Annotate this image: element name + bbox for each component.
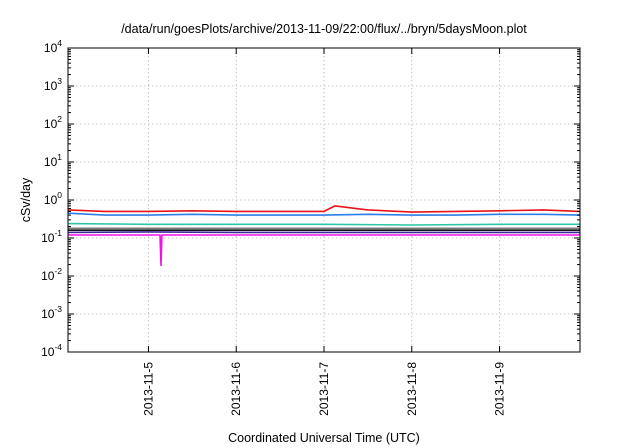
x-tick-label: 2013-11-9 — [493, 362, 507, 416]
series-group — [67, 205, 581, 267]
y-axis-label: cSv/day — [19, 177, 33, 222]
y-tick-label: 104 — [44, 38, 62, 55]
x-tick-label: 2013-11-5 — [141, 362, 155, 416]
x-tick-label: 2013-11-8 — [405, 362, 419, 416]
grid — [68, 48, 580, 352]
y-tick-label: 10-2 — [41, 266, 62, 283]
x-tick-label: 2013-11-7 — [317, 362, 331, 416]
y-tick-label: 101 — [44, 152, 62, 169]
chart-title: /data/run/goesPlots/archive/2013-11-09/2… — [121, 22, 527, 36]
ticks: 104 103 102 101 100 10-1 10-2 10-3 10-4 2013-11-5… — [41, 38, 580, 416]
y-tick-label: 103 — [44, 76, 62, 93]
x-axis-label: Coordinated Universal Time (UTC) — [228, 431, 420, 445]
x-tick-label: 2013-11-6 — [229, 362, 243, 416]
y-tick-label: 10-4 — [41, 342, 62, 359]
series-line — [67, 212, 581, 216]
series-line — [67, 222, 580, 226]
y-tick-label: 10-3 — [41, 304, 62, 321]
series-line — [67, 231, 580, 234]
y-tick-label: 10-1 — [41, 228, 62, 245]
series-line — [67, 205, 581, 213]
y-tick-label: 102 — [44, 114, 62, 131]
y-tick-label: 100 — [44, 190, 62, 207]
series-line — [68, 234, 580, 267]
